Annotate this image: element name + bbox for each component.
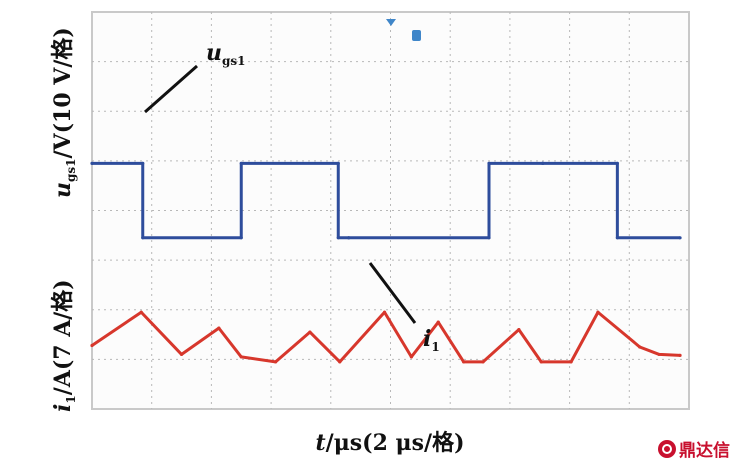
watermark-text: 鼎达信 — [679, 441, 730, 461]
y-axis-title-ugs1: ugs1/V(10 V/格) — [50, 27, 78, 198]
data-point-i1 — [382, 310, 387, 314]
data-point-ugs1 — [615, 236, 619, 240]
data-point-i1 — [462, 360, 466, 364]
data-point-ugs1 — [239, 236, 243, 240]
x-axis-title: t/μs(2 μs/格) — [315, 430, 464, 456]
ugs1-annotation: ugs1 — [206, 40, 246, 68]
data-point-i1 — [657, 352, 661, 357]
data-point-ugs1 — [90, 161, 94, 165]
data-point-ugs1 — [336, 236, 340, 240]
data-point-i1 — [338, 360, 342, 364]
series-line-ugs1 — [92, 161, 681, 240]
data-point-i1 — [90, 343, 94, 348]
data-point-i1 — [596, 310, 600, 314]
data-point-ugs1 — [678, 236, 682, 240]
brand-logo-icon — [658, 439, 676, 458]
ugs1-leader-line — [144, 64, 198, 114]
data-point-i1 — [139, 310, 143, 314]
data-point-i1 — [273, 360, 278, 364]
y-axis-title-i1: i1/A(7 A/格) — [50, 279, 78, 412]
data-point-i1 — [179, 352, 184, 357]
data-point-ugs1 — [141, 161, 145, 165]
data-point-i1 — [239, 355, 243, 359]
data-point-i1 — [481, 360, 485, 364]
data-point-ugs1 — [141, 236, 145, 240]
series-layer — [90, 161, 682, 364]
data-point-ugs1 — [347, 236, 351, 240]
data-point-i1 — [308, 330, 312, 334]
i1-leader-line — [368, 262, 417, 324]
data-point-i1 — [569, 360, 573, 364]
trigger-marker-icon — [386, 19, 396, 26]
series-line-i1 — [91, 310, 681, 364]
data-point-i1 — [638, 345, 642, 349]
data-point-ugs1 — [487, 236, 491, 240]
channel-marker-icon — [412, 30, 421, 41]
data-point-ugs1 — [615, 161, 619, 165]
data-point-ugs1 — [541, 161, 545, 165]
data-point-i1 — [409, 355, 413, 359]
data-point-ugs1 — [336, 161, 340, 165]
data-point-i1 — [436, 320, 440, 324]
data-point-ugs1 — [487, 161, 491, 165]
data-point-i1 — [217, 326, 221, 330]
data-point-i1 — [539, 360, 543, 364]
data-point-i1 — [678, 353, 682, 358]
watermark: 鼎达信 — [658, 436, 730, 461]
data-point-i1 — [517, 328, 521, 332]
data-point-ugs1 — [239, 161, 243, 165]
i1-annotation: i1 — [423, 326, 440, 354]
